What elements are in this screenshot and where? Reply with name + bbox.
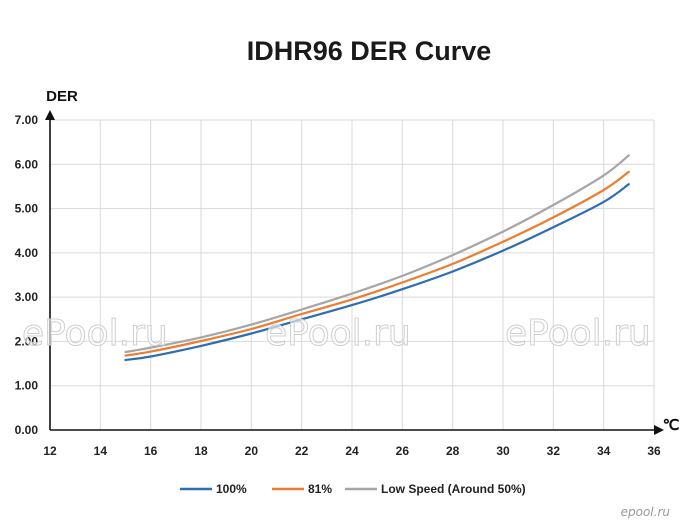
x-tick-label: 26 (396, 444, 410, 458)
legend-label-1: 81% (308, 482, 332, 496)
chart-title: IDHR96 DER Curve (247, 36, 492, 66)
series-lines (124, 154, 630, 362)
x-tick-label: 24 (345, 444, 359, 458)
gridlines (50, 119, 655, 430)
legend: 100% 81% Low Speed (Around 50%) (180, 482, 526, 496)
watermark-3: ePool.ru (505, 313, 651, 354)
y-tick-label: 6.00 (15, 157, 39, 171)
series-line-0 (124, 183, 630, 362)
y-axis-arrow (45, 110, 55, 120)
x-tick-label: 22 (295, 444, 309, 458)
axes (45, 110, 664, 435)
y-tick-label: 2.00 (15, 334, 39, 348)
legend-label-0: 100% (216, 482, 247, 496)
watermark-2: ePool.ru (265, 313, 411, 354)
x-tick-label: 12 (43, 444, 57, 458)
x-tick-label: 34 (597, 444, 611, 458)
x-axis-arrow (654, 425, 664, 435)
watermark-1: ePool.ru (22, 313, 168, 354)
y-tick-label: 4.00 (15, 246, 39, 260)
x-tick-label: 14 (94, 444, 108, 458)
x-tick-label: 30 (496, 444, 510, 458)
series-line-2 (124, 154, 630, 354)
x-tick-label: 18 (194, 444, 208, 458)
x-tick-label: 36 (647, 444, 661, 458)
legend-label-2: Low Speed (Around 50%) (381, 482, 526, 496)
y-tick-label: 1.00 (15, 379, 39, 393)
y-tick-label: 0.00 (15, 423, 39, 437)
series-line-1 (124, 170, 630, 357)
y-tick-label: 5.00 (15, 202, 39, 216)
x-axis-title: ℃ (663, 417, 680, 434)
watermarks: ePool.ru ePool.ru ePool.ru (22, 313, 652, 355)
x-tick-label: 20 (245, 444, 259, 458)
x-tick-label: 28 (446, 444, 460, 458)
corner-watermark: epool.ru (621, 505, 671, 519)
x-tick-label: 32 (547, 444, 561, 458)
x-tick-label: 16 (144, 444, 158, 458)
tick-labels: 12 14 16 18 20 22 24 26 28 30 32 34 36 0.00 1.00 2.00 3.… (15, 113, 661, 458)
y-tick-label: 7.00 (15, 113, 39, 127)
y-axis-title: DER (46, 88, 78, 105)
y-tick-label: 3.00 (15, 290, 39, 304)
